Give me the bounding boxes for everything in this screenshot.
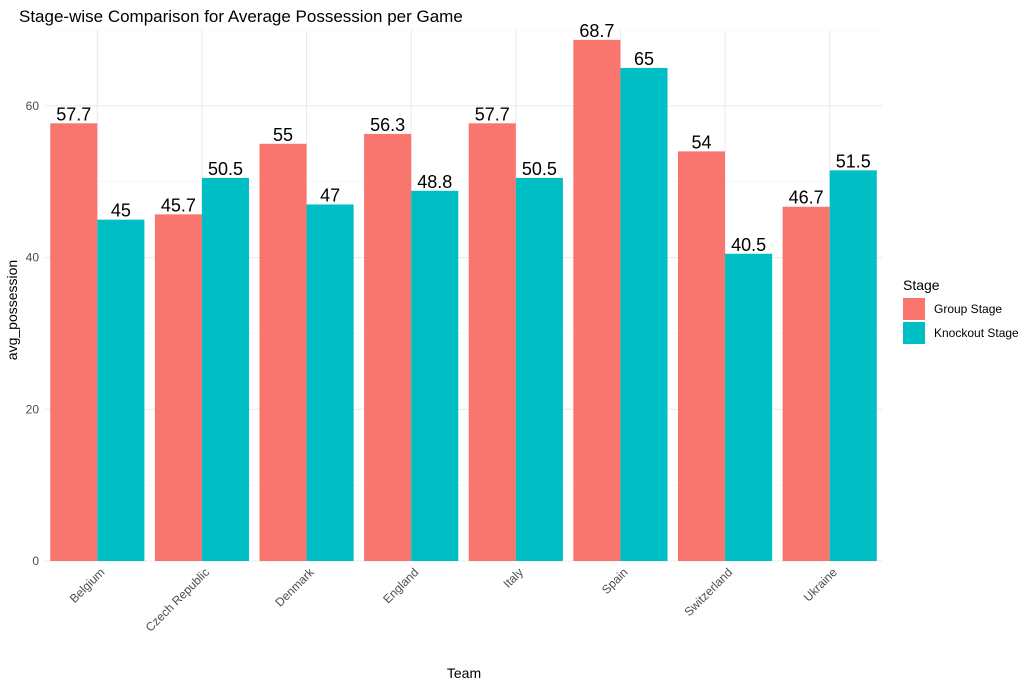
legend: Stage Group Stage Knockout Stage [903,277,1019,344]
bar-italy-group-stage [468,123,516,561]
y-tick-label: 20 [26,402,40,416]
bar-value-label: 45.7 [161,195,196,215]
y-axis: 0 20 40 60 [26,99,40,568]
x-tick-label: Spain [599,565,631,597]
bar-ukraine-knockout-stage [829,170,877,562]
legend-label: Group Stage [934,302,1002,316]
x-tick-label: Switzerland [681,565,735,619]
x-tick-label: Denmark [272,565,317,610]
bar-value-label: 40.5 [731,235,766,255]
bar-ukraine-group-stage [782,206,830,562]
bar-value-label: 65 [634,49,654,69]
x-axis-title: Team [447,665,481,681]
bar-switzerland-group-stage [677,151,726,561]
bar-value-label: 50.5 [208,159,243,179]
bar-switzerland-knockout-stage [725,253,773,561]
bar-value-label: 47 [320,185,340,205]
chart-title: Stage-wise Comparison for Average Posses… [19,7,463,26]
legend-label: Knockout Stage [934,326,1019,340]
bar-czech-republic-knockout-stage [201,177,250,561]
bar-spain-knockout-stage [620,67,668,561]
y-tick-label: 0 [32,554,39,568]
bar-value-label: 57.7 [56,104,91,124]
bars [50,39,877,562]
bar-czech-republic-group-stage [154,214,202,561]
legend-key-group-stage [903,298,925,320]
x-tick-label: England [380,565,421,606]
bar-belgium-group-stage [50,123,98,561]
y-tick-label: 40 [26,251,40,265]
data-labels: 57.7 45 45.7 50.5 55 47 56.3 48.8 57.7 50.5 68.7 65… [56,21,871,255]
bar-value-label: 57.7 [475,104,510,124]
bar-england-group-stage [364,133,412,561]
bar-value-label: 51.5 [836,151,871,171]
bar-denmark-group-stage [259,143,307,562]
bar-value-label: 54 [692,132,712,152]
bar-value-label: 45 [111,201,131,221]
bar-denmark-knockout-stage [306,204,354,561]
x-tick-label: Belgium [67,565,108,606]
bar-value-label: 68.7 [579,21,614,41]
bar-value-label: 56.3 [370,115,405,135]
y-tick-label: 60 [26,99,40,113]
x-axis: Belgium Czech Republic Denmark England Italy… [67,565,840,635]
bar-value-label: 55 [273,125,293,145]
bar-spain-group-stage [573,39,621,561]
legend-title: Stage [903,277,940,293]
bar-belgium-knockout-stage [97,219,145,561]
bar-england-knockout-stage [411,190,459,561]
bar-value-label: 48.8 [417,172,452,192]
bar-value-label: 50.5 [522,159,557,179]
x-tick-label: Czech Republic [143,565,212,634]
bar-value-label: 46.7 [789,188,824,208]
bar-italy-knockout-stage [515,177,563,561]
x-tick-label: Ukraine [801,565,840,604]
legend-items: Group Stage Knockout Stage [903,298,1019,344]
x-tick-label: Italy [500,565,525,590]
legend-key-knockout-stage [903,322,925,344]
y-axis-title: avg_possession [4,260,20,360]
